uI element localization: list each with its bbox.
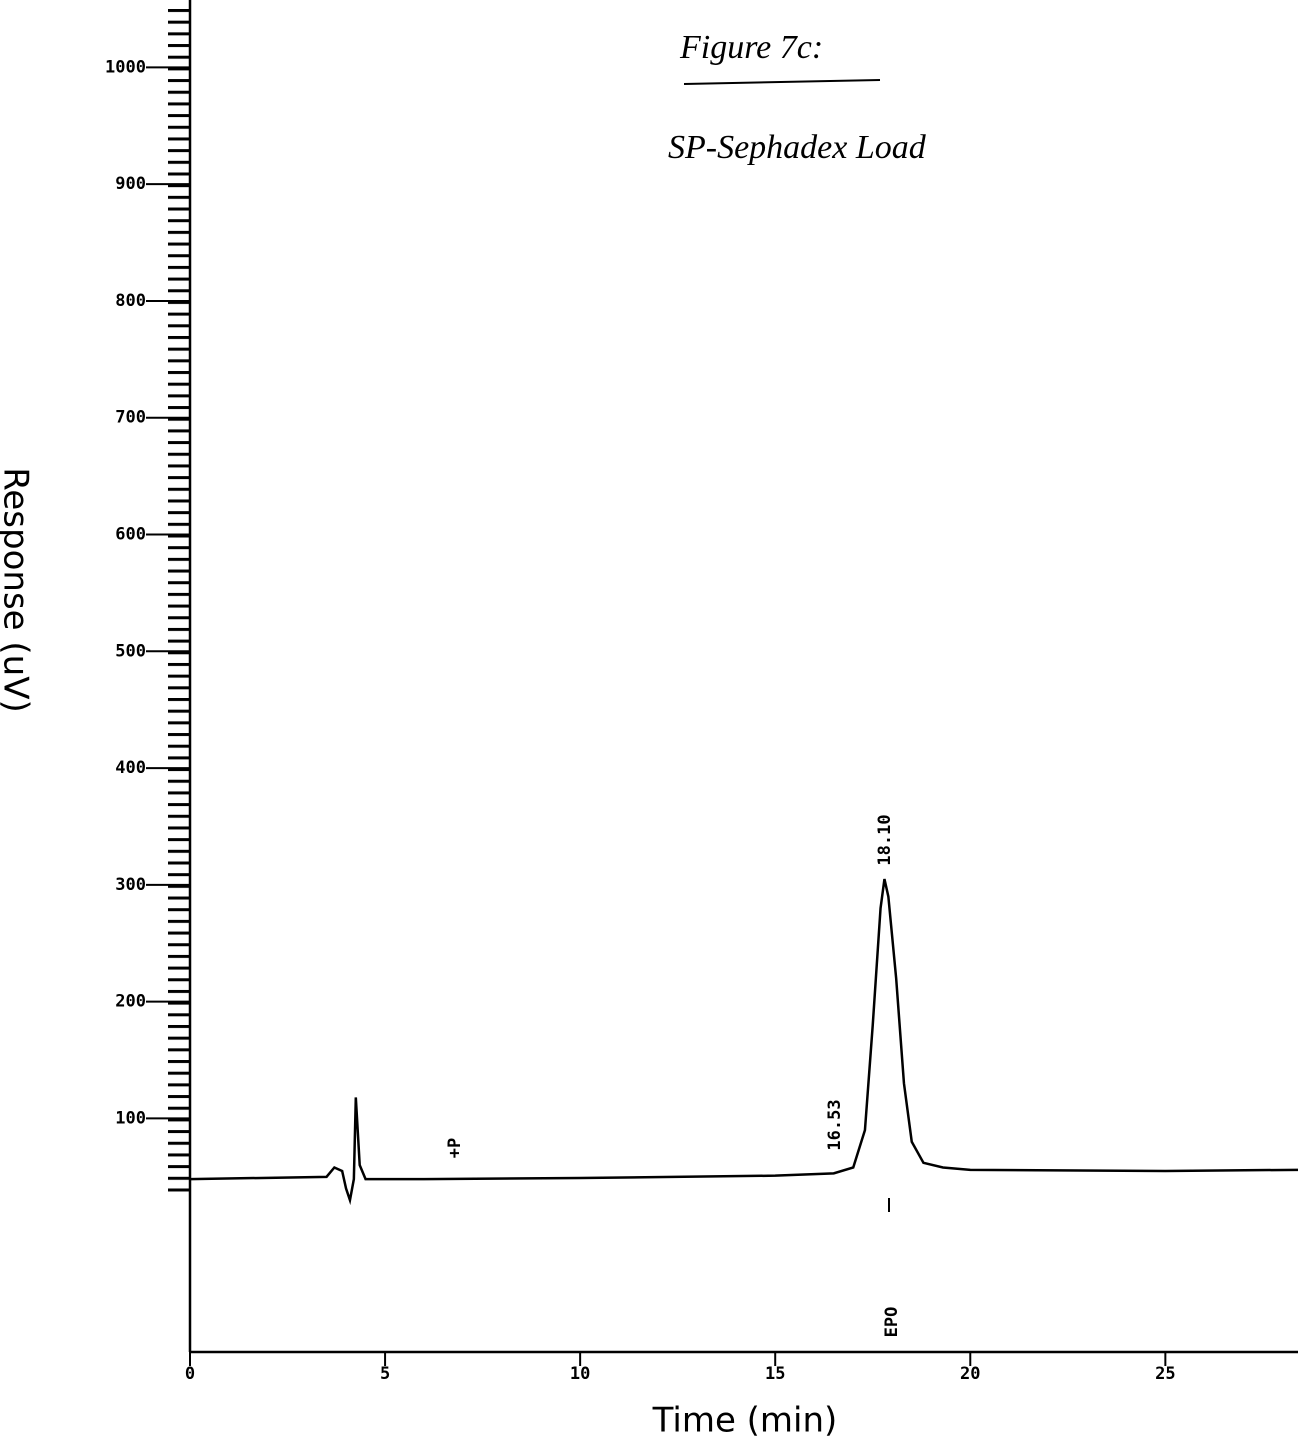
y-tick-label: 300 bbox=[115, 875, 146, 895]
y-tick-label: 900 bbox=[115, 174, 146, 194]
signal-line bbox=[189, 878, 1298, 1206]
x-tick-label: 5 bbox=[380, 1364, 390, 1384]
y-tick-label: 100 bbox=[115, 1108, 146, 1128]
x-tick-label: 20 bbox=[960, 1364, 980, 1384]
y-tick-label: 800 bbox=[115, 291, 146, 311]
y-tick-label: 500 bbox=[115, 641, 146, 661]
chart-title: Figure 7c: bbox=[679, 29, 823, 66]
x-tick-label: 25 bbox=[1155, 1364, 1175, 1384]
peak-label: 18.10 bbox=[875, 814, 895, 865]
peak-label: 16.53 bbox=[825, 1099, 845, 1150]
chart-subtitle: SP-Sephadex Load bbox=[668, 129, 927, 166]
y-tick-label: 200 bbox=[115, 992, 146, 1012]
x-tick-label: 10 bbox=[570, 1364, 590, 1384]
x-tick-label: 15 bbox=[765, 1364, 785, 1384]
minor-ticks bbox=[168, 9, 190, 1199]
peak-label: +P bbox=[445, 1138, 465, 1158]
title-underline bbox=[683, 79, 881, 85]
x-tick-label: 0 bbox=[185, 1364, 195, 1384]
y-axis-title: Response (uV) bbox=[0, 467, 36, 712]
y-tick-label: 700 bbox=[115, 408, 146, 428]
y-tick-label: 600 bbox=[115, 525, 146, 545]
peak-label: EPO bbox=[882, 1307, 902, 1338]
y-tick-label: 400 bbox=[115, 758, 146, 778]
x-axis-title: Time (min) bbox=[652, 1401, 838, 1441]
y-tick-label: 1000 bbox=[105, 57, 146, 77]
